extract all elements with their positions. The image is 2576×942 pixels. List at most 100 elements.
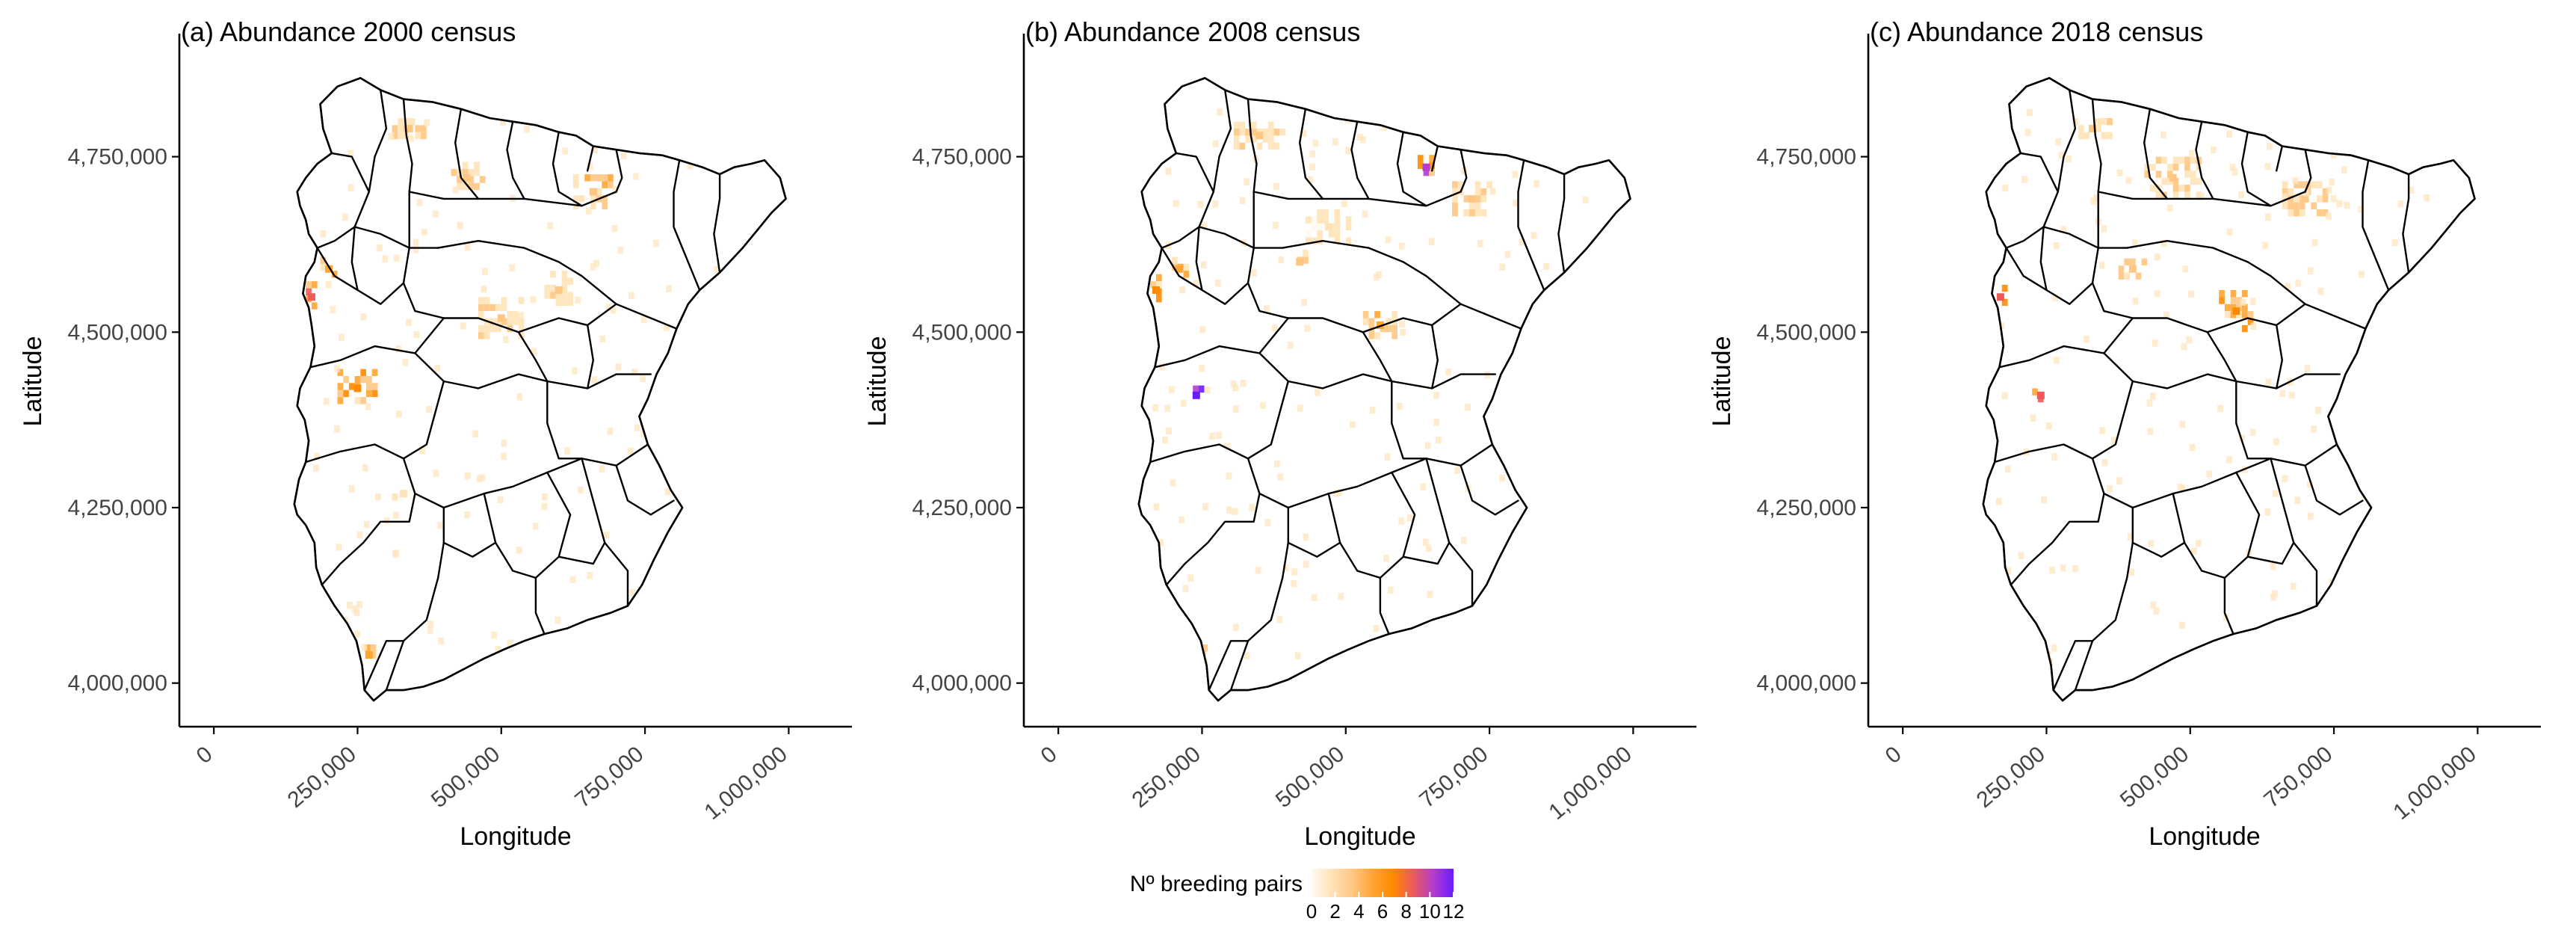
abundance-cell-faint — [564, 447, 570, 455]
abundance-cell-5 — [495, 304, 501, 312]
abundance-cell-5 — [518, 297, 525, 304]
abundance-cell-faint — [614, 121, 620, 129]
abundance-cell-faint — [2341, 166, 2347, 173]
abundance-cell-1 — [2294, 195, 2299, 203]
abundance-cell-faint — [309, 252, 315, 259]
abundance-cell-faint — [1278, 256, 1285, 264]
abundance-cell-faint — [720, 127, 726, 135]
abundance-cell-faint — [375, 493, 381, 501]
y-tick-label: 4,000,000 — [912, 671, 1012, 696]
abundance-cell-3 — [1193, 385, 1199, 392]
abundance-cell-faint — [1422, 538, 1429, 546]
abundance-cell-faint — [2362, 147, 2368, 154]
abundance-cell-faint — [1427, 591, 1433, 598]
abundance-cell-faint — [2272, 490, 2279, 497]
province-border — [2235, 380, 2272, 460]
abundance-cell-1 — [2299, 209, 2305, 217]
abundance-cell-8 — [1323, 209, 1329, 217]
abundance-cell-faint — [406, 318, 412, 326]
abundance-cell-faint — [1426, 544, 1432, 552]
abundance-cell-5 — [1155, 281, 1162, 289]
province-border — [673, 159, 701, 292]
abundance-cell-faint — [1182, 585, 1189, 592]
abundance-cell-faint — [2125, 176, 2132, 184]
abundance-cell-7 — [331, 271, 338, 278]
abundance-cell-faint — [2146, 399, 2153, 407]
abundance-cell-1 — [572, 181, 579, 188]
abundance-cell-faint — [1197, 200, 1204, 209]
abundance-cell-2 — [421, 132, 427, 140]
abundance-cell-faint — [665, 564, 672, 571]
abundance-cell-faint — [1240, 380, 1247, 387]
abundance-cell-faint — [1297, 404, 1303, 412]
abundance-cell-faint — [1526, 471, 1533, 478]
abundance-cell-faint — [690, 581, 696, 588]
abundance-cell-faint — [479, 474, 486, 481]
abundance-cell-faint — [2273, 438, 2279, 446]
x-axis-title: Longitude — [1304, 822, 1415, 851]
abundance-cell-6 — [550, 284, 556, 292]
abundance-cell-1 — [1452, 195, 1458, 203]
abundance-cell-faint — [1273, 221, 1279, 230]
abundance-cell-faint — [677, 378, 684, 387]
abundance-cell-faint — [1398, 242, 1405, 250]
abundance-cell-0 — [2230, 290, 2237, 298]
abundance-cell-faint — [640, 375, 646, 382]
abundance-cell-faint — [393, 511, 399, 519]
abundance-cell-faint — [1162, 437, 1168, 444]
abundance-cell-faint — [628, 139, 634, 147]
province-border — [1287, 541, 1341, 558]
abundance-cell-faint — [2101, 225, 2107, 233]
abundance-peak-4 — [1996, 293, 2004, 301]
abundance-cell-faint — [1461, 167, 1467, 175]
province-border — [2276, 324, 2283, 390]
abundance-cell-faint — [1341, 200, 1347, 208]
abundance-cell-9 — [409, 486, 416, 494]
province-border — [309, 317, 445, 369]
abundance-cell-faint — [2315, 407, 2321, 414]
abundance-cell-faint — [1454, 467, 1460, 474]
abundance-cell-faint — [2186, 336, 2192, 344]
abundance-cell-faint — [700, 461, 707, 469]
province-border — [713, 173, 721, 274]
abundance-cell-1 — [1463, 195, 1470, 203]
abundance-cell-5 — [2124, 258, 2130, 266]
abundance-cell-faint — [1499, 263, 1506, 271]
abundance-cell-6 — [555, 292, 562, 299]
abundance-cell-faint — [617, 246, 623, 254]
abundance-cell-faint — [1217, 108, 1223, 116]
province-border — [368, 89, 388, 193]
abundance-cell-faint — [1291, 580, 1297, 588]
legend-tick-label: 0 — [1306, 900, 1317, 923]
abundance-cell-0 — [2219, 290, 2225, 298]
abundance-cell-4 — [354, 376, 361, 384]
abundance-cell-faint — [1209, 432, 1215, 440]
abundance-cell-faint — [2329, 178, 2335, 186]
abundance-cell-faint — [605, 304, 612, 311]
abundance-cell-faint — [2344, 201, 2350, 209]
province-border — [2052, 640, 2094, 692]
abundance-cell-faint — [2132, 297, 2139, 305]
x-axis-title: Longitude — [460, 822, 571, 851]
abundance-cell-5 — [1155, 274, 1162, 282]
abundance-cell-faint — [726, 274, 732, 281]
abundance-cell-faint — [1546, 490, 1553, 499]
abundance-cell-4 — [1362, 318, 1369, 325]
abundance-cell-faint — [1212, 200, 1219, 208]
province-border — [1229, 506, 1289, 692]
abundance-cell-faint — [347, 602, 353, 609]
province-border — [2223, 576, 2234, 635]
abundance-cell-faint — [698, 551, 705, 558]
abundance-cell-faint — [1513, 199, 1519, 206]
abundance-cell-faint — [1396, 403, 1403, 410]
abundance-cell-faint — [2182, 265, 2189, 273]
abundance-cell-faint — [2282, 193, 2288, 200]
abundance-cell-2 — [2184, 191, 2190, 199]
abundance-cell-faint — [1199, 365, 1205, 372]
abundance-cell-faint — [2111, 437, 2117, 444]
abundance-cell-faint — [2391, 350, 2398, 357]
abundance-cell-4 — [371, 369, 378, 376]
abundance-cell-faint — [2306, 481, 2313, 488]
abundance-cell-6 — [561, 298, 568, 307]
abundance-cell-faint — [1158, 539, 1164, 547]
